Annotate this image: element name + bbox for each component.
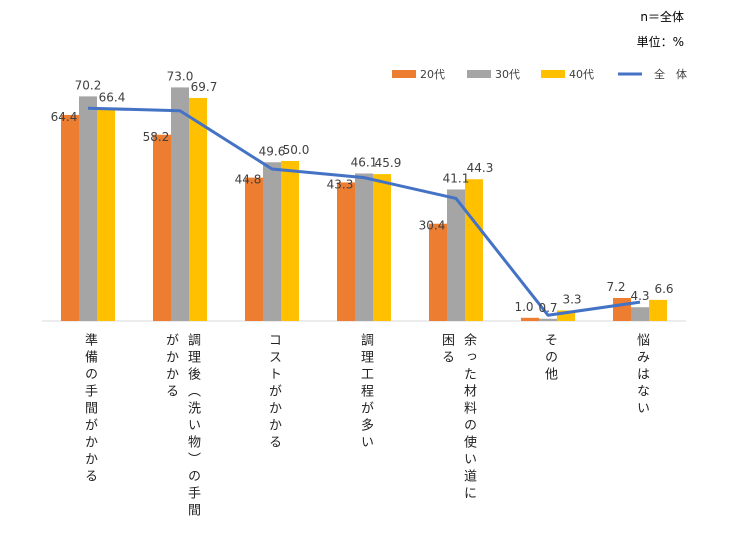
data-label-40代-2: 69.7 [191,80,218,94]
category-label-7-1: 悩みはない [634,333,649,418]
data-label-40代-5: 44.3 [467,161,494,175]
bar-30代-6 [539,318,557,321]
total-line [87,106,641,317]
sample-note: n＝全体 [640,10,684,24]
bar-40代-1 [97,108,115,322]
bar-40代-2 [189,97,207,322]
category-label-3-1: コストがかかる [266,333,281,452]
data-label-30代-1: 70.2 [75,78,102,92]
bar-30代-2 [171,87,189,322]
bar-20代-6 [521,317,539,321]
category-label-1-1: 準備の手間がかかる [82,333,97,486]
data-label-30代-6: 0.7 [538,301,557,315]
category-label-5-2: 困る [439,333,454,367]
bar-40代-4 [373,174,391,321]
bar-20代-7 [613,297,631,321]
bar-20代-3 [245,177,263,321]
category-label-2-1: 調理後（洗い物）の手間 [185,333,200,520]
data-label-40代-7: 6.6 [654,282,673,296]
data-label-20代-5: 30.4 [419,219,446,233]
legend-label-2: 30代 [495,68,520,81]
bar-30代-1 [79,96,97,321]
data-label-40代-1: 66.4 [99,91,126,105]
category-label-6-1: その他 [542,333,557,384]
bar-20代-4 [337,182,355,321]
legend-label-total: 全 体 [654,67,687,81]
data-label-30代-2: 73.0 [167,69,194,83]
bar-40代-3 [281,161,299,321]
data-label-20代-6: 1.0 [514,300,533,314]
data-label-30代-4: 46.1 [351,155,378,169]
data-label-20代-7: 7.2 [606,280,625,294]
data-label-40代-6: 3.3 [562,292,581,306]
bar-20代-2 [153,134,171,321]
data-label-30代-7: 4.3 [630,289,649,303]
unit-note: 単位：% [636,35,684,49]
bar-20代-5 [429,223,447,321]
data-label-20代-4: 43.3 [327,177,354,191]
data-label-30代-5: 41.1 [443,171,470,185]
data-label-30代-3: 49.6 [259,144,286,158]
data-label-40代-4: 45.9 [375,156,402,170]
bar-30代-5 [447,189,465,321]
legend-swatch-2 [467,70,491,78]
bar-30代-7 [631,307,649,321]
bar-40代-6 [557,310,575,321]
category-label-5-1: 余った材料の使い道に [461,333,476,503]
bar-20代-1 [61,114,79,321]
bar-30代-3 [263,162,281,321]
data-label-40代-3: 50.0 [283,143,310,157]
data-label-20代-2: 58.2 [143,130,170,144]
bar-40代-7 [649,299,667,321]
legend-swatch-1 [392,70,416,78]
category-label-2-2: がかかる [163,333,178,401]
bar-40代-5 [465,179,483,321]
legend-label-3: 40代 [569,68,594,81]
category-label-4-1: 調理工程が多い [358,333,373,452]
bar-30代-4 [355,173,373,321]
legend-swatch-3 [541,70,565,78]
data-label-20代-3: 44.8 [235,173,262,187]
data-label-20代-1: 64.4 [51,110,78,124]
legend-label-1: 20代 [420,68,445,81]
